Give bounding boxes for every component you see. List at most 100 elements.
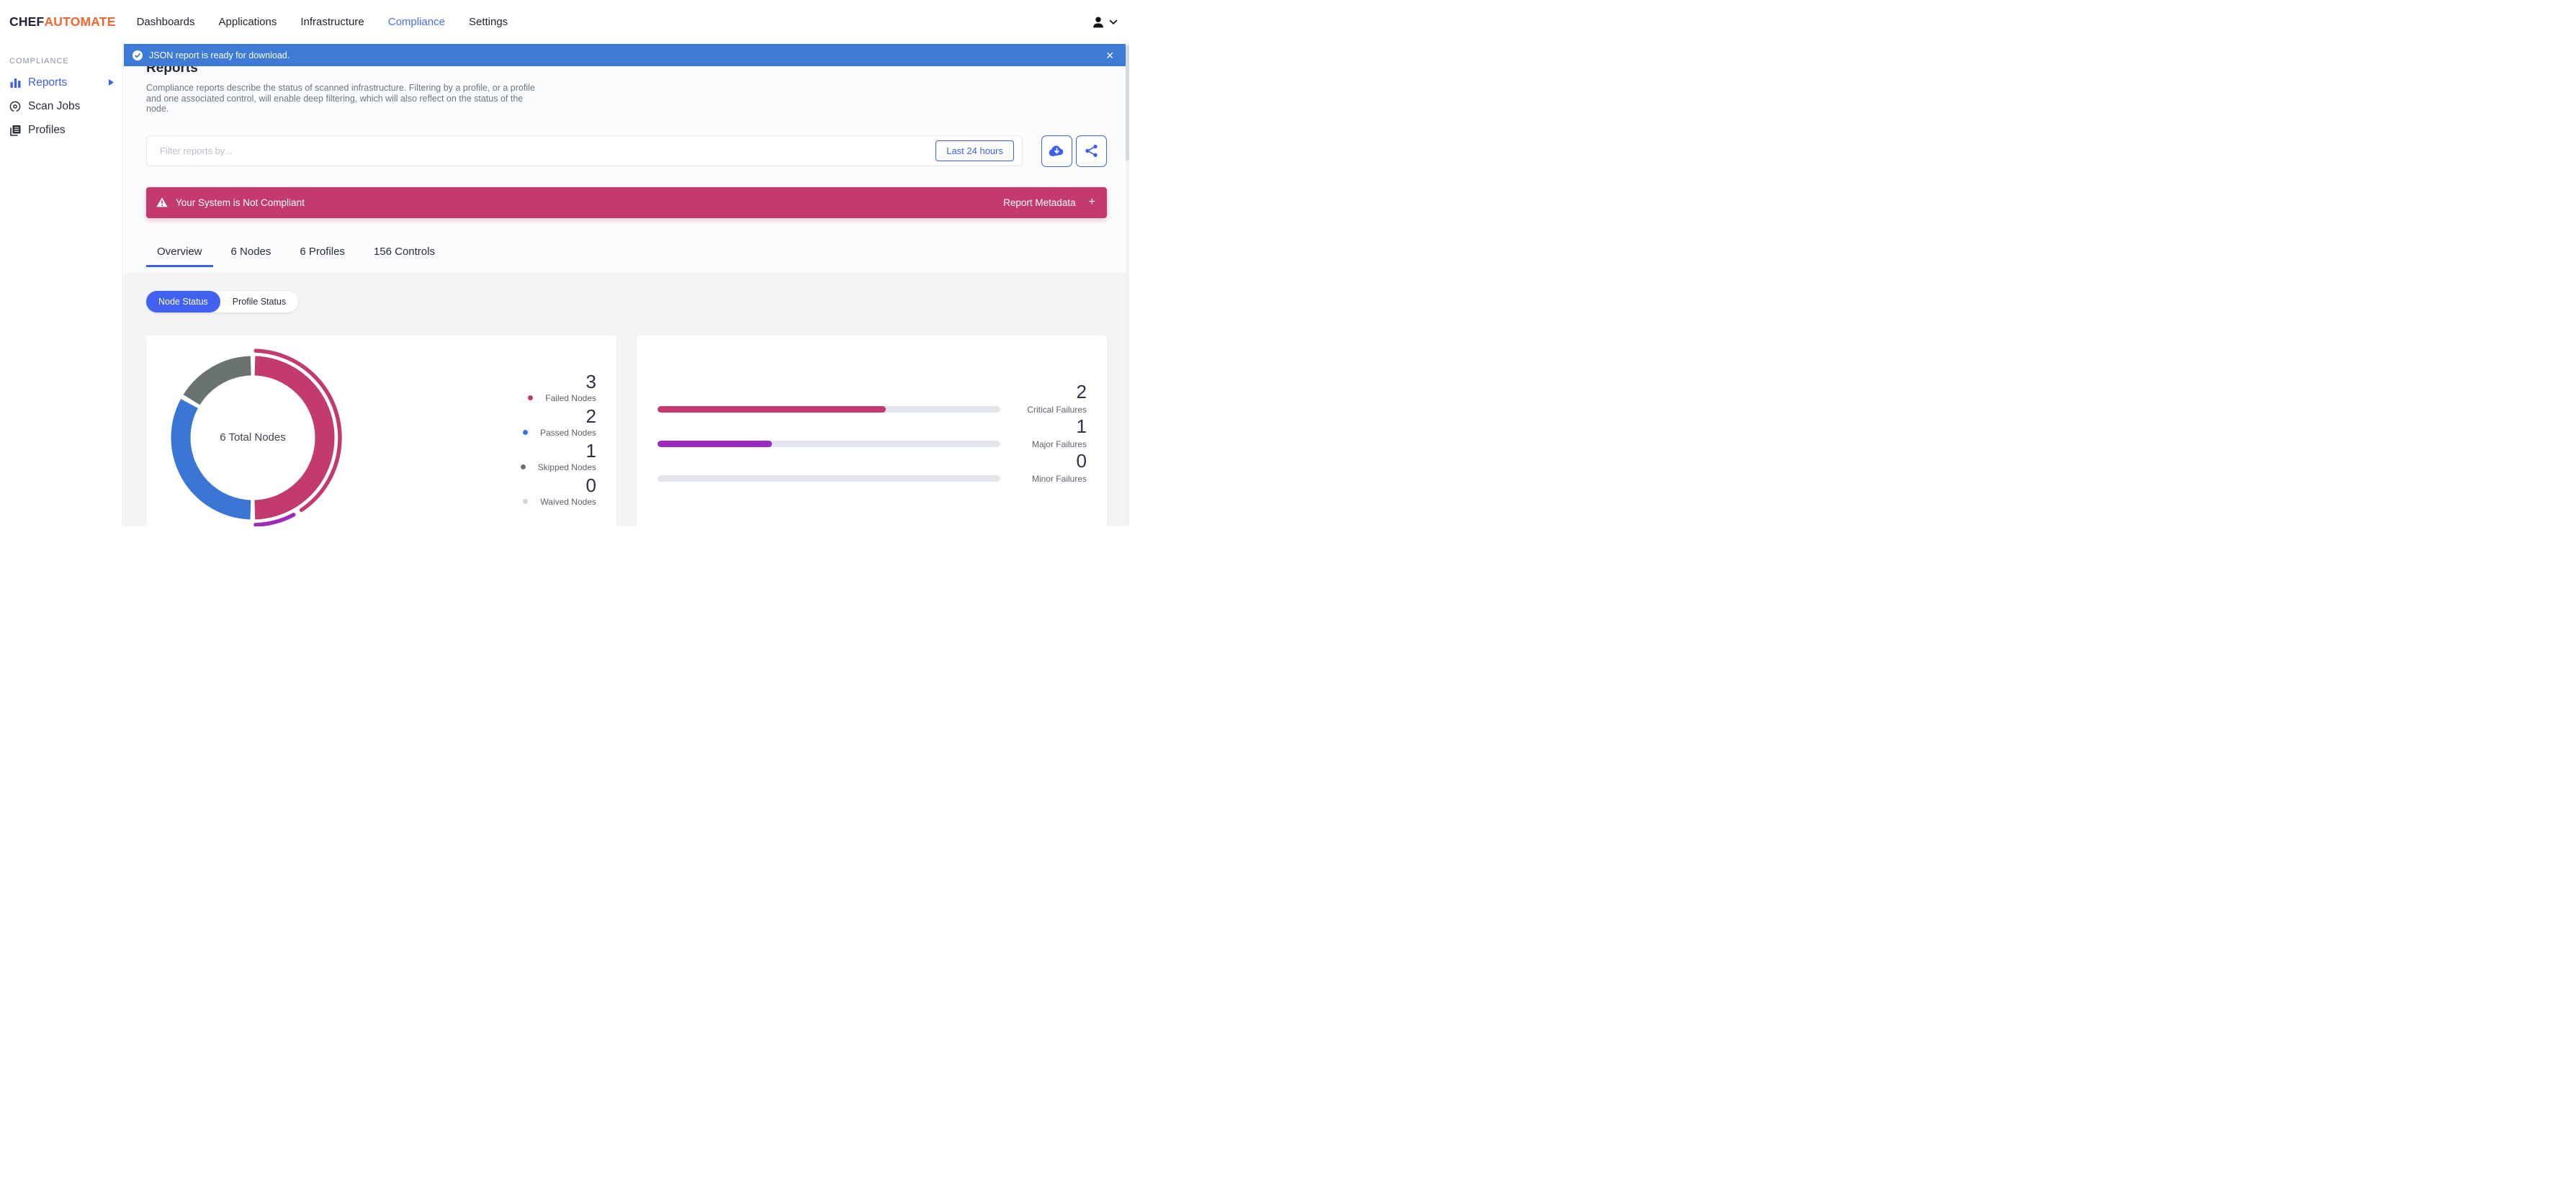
share-icon (1085, 144, 1098, 158)
sidebar-items: Reports Scan Jobs Profiles (0, 71, 122, 142)
legend-label-row: Passed Nodes (522, 427, 596, 438)
non-compliant-alert: Your System is Not Compliant Report Meta… (146, 186, 1107, 218)
severity-bar-fill (658, 441, 772, 447)
user-menu[interactable] (1091, 15, 1118, 30)
tab-overview[interactable]: Overview (146, 235, 213, 267)
sidebar-item-label: Reports (28, 76, 68, 89)
caret-right-icon (109, 79, 114, 86)
severity-row-critical-failures: 2 Critical Failures (658, 380, 1087, 416)
filter-reports-input[interactable] (158, 145, 936, 157)
filter-bar[interactable]: Last 24 hours (146, 135, 1023, 166)
severity-bars: 2 Critical Failures 1 Major Failures 0 Minor … (658, 380, 1087, 485)
sidebar-item-scan-jobs[interactable]: Scan Jobs (0, 94, 122, 118)
legend-value: 2 (585, 405, 596, 427)
filter-toolbar: Last 24 hours (146, 135, 1107, 167)
severity-value: 0 (1076, 449, 1087, 472)
logo-chef: CHEF (9, 14, 45, 29)
share-report-button[interactable] (1076, 135, 1107, 167)
profiles-icon (9, 125, 21, 136)
toggle-profile-status[interactable]: Profile Status (232, 296, 287, 307)
overview-section: Node Status Profile Status 6 Total Nodes … (124, 272, 1129, 526)
severity-bar-row: Critical Failures (658, 405, 1087, 415)
sidebar-item-reports[interactable]: Reports (0, 71, 122, 94)
severity-bar-track[interactable] (658, 441, 1000, 447)
report-metadata-toggle[interactable]: Report Metadata + (1003, 197, 1095, 208)
legend-label-row: Waived Nodes (523, 497, 596, 507)
bar-chart-icon (9, 77, 21, 89)
sidebar-section-label: COMPLIANCE (9, 57, 69, 66)
tab-156-controls[interactable]: 156 Controls (373, 245, 435, 258)
nav-item-applications[interactable]: Applications (218, 16, 277, 28)
legend-label-row: Failed Nodes (528, 393, 596, 403)
download-report-button[interactable] (1041, 135, 1072, 167)
donut-segment-passed-nodes[interactable] (171, 356, 335, 519)
severity-label: Minor Failures (1031, 473, 1087, 484)
legend-value: 3 (585, 370, 596, 392)
logo-automate: AUTOMATE (44, 14, 116, 29)
node-status-donut-chart[interactable]: 6 Total Nodes (162, 347, 344, 526)
severity-bar-track[interactable] (658, 475, 1000, 482)
plus-icon: + (1088, 196, 1095, 208)
nav-item-dashboards[interactable]: Dashboards (136, 16, 195, 28)
main-content: Reports Compliance reports describe the … (124, 44, 1129, 526)
legend-dot-icon (528, 395, 534, 400)
sidebar-item-label: Profiles (28, 123, 66, 136)
severity-bar-row: Major Failures (658, 439, 1087, 449)
compliance-sidebar: COMPLIANCE Reports Scan Jobs Profiles (0, 44, 123, 526)
legend-item-passed-nodes[interactable]: 2 Passed Nodes (522, 405, 596, 441)
alert-message: Your System is Not Compliant (176, 197, 305, 208)
donut-legend: 3 Failed Nodes 2 Passed Nodes 1 Skipped Nodes… (520, 370, 596, 510)
legend-value: 1 (585, 439, 596, 462)
top-navigation-bar: CHEFAUTOMATE Dashboards Applications Infra… (0, 0, 1129, 44)
toggle-node-status[interactable]: Node Status (146, 290, 220, 312)
nav-item-infrastructure[interactable]: Infrastructure (300, 16, 364, 28)
legend-item-failed-nodes[interactable]: 3 Failed Nodes (528, 370, 596, 406)
banner-message: JSON report is ready for download. (149, 50, 290, 60)
severity-value: 2 (1076, 380, 1087, 402)
severity-bar-row: Minor Failures (658, 474, 1087, 484)
donut-outer-arc-0 (163, 348, 342, 526)
chef-automate-logo[interactable]: CHEFAUTOMATE (9, 14, 116, 30)
warning-triangle-icon (156, 197, 168, 207)
nav-item-compliance[interactable]: Compliance (387, 16, 445, 28)
nav-item-settings[interactable]: Settings (468, 16, 508, 28)
legend-value: 0 (585, 474, 596, 496)
reports-header-section: Reports Compliance reports describe the … (124, 44, 1129, 267)
severity-bar-track[interactable] (658, 406, 1000, 413)
banner-close-icon[interactable]: ✕ (1105, 49, 1114, 61)
legend-label: Passed Nodes (539, 427, 596, 438)
overview-cards: 6 Total Nodes 3 Failed Nodes 2 Passed Nodes… (146, 335, 1107, 526)
page-scrollbar[interactable] (1126, 44, 1129, 526)
severity-label: Critical Failures (1027, 404, 1087, 415)
status-toggle: Node Status Profile Status (146, 290, 299, 312)
sidebar-item-profiles[interactable]: Profiles (0, 118, 122, 142)
time-range-button[interactable]: Last 24 hours (935, 140, 1014, 161)
legend-dot-icon (523, 499, 529, 504)
legend-dot-icon (522, 430, 528, 435)
chevron-down-icon (1109, 19, 1118, 25)
legend-item-skipped-nodes[interactable]: 1 Skipped Nodes (520, 439, 596, 475)
legend-dot-icon (520, 464, 526, 469)
legend-label: Waived Nodes (540, 496, 596, 507)
legend-label-row: Skipped Nodes (520, 462, 596, 472)
scrollbar-thumb[interactable] (1126, 45, 1129, 161)
tab-6-nodes[interactable]: 6 Nodes (230, 245, 271, 258)
report-metadata-label: Report Metadata (1003, 197, 1076, 208)
page-description: Compliance reports describe the status o… (146, 83, 535, 114)
donut-segment-failed-nodes[interactable] (171, 356, 335, 519)
node-status-card: 6 Total Nodes 3 Failed Nodes 2 Passed Nodes… (146, 335, 616, 526)
cloud-download-icon (1049, 145, 1065, 157)
download-ready-banner: JSON report is ready for download. ✕ (124, 44, 1126, 66)
tab-6-profiles[interactable]: 6 Profiles (300, 245, 345, 258)
nav-links: Dashboards Applications Infrastructure Comp… (137, 16, 508, 28)
legend-item-waived-nodes[interactable]: 0 Waived Nodes (523, 474, 596, 510)
severity-row-minor-failures: 0 Minor Failures (658, 449, 1087, 485)
user-profile-icon[interactable] (1091, 15, 1105, 30)
legend-label: Failed Nodes (545, 392, 596, 403)
sidebar-item-label: Scan Jobs (28, 99, 81, 112)
severity-value: 1 (1076, 415, 1087, 437)
severity-bar-fill (658, 406, 887, 413)
legend-label: Skipped Nodes (537, 462, 596, 472)
severity-row-major-failures: 1 Major Failures (658, 415, 1087, 451)
check-circle-icon (133, 50, 143, 60)
